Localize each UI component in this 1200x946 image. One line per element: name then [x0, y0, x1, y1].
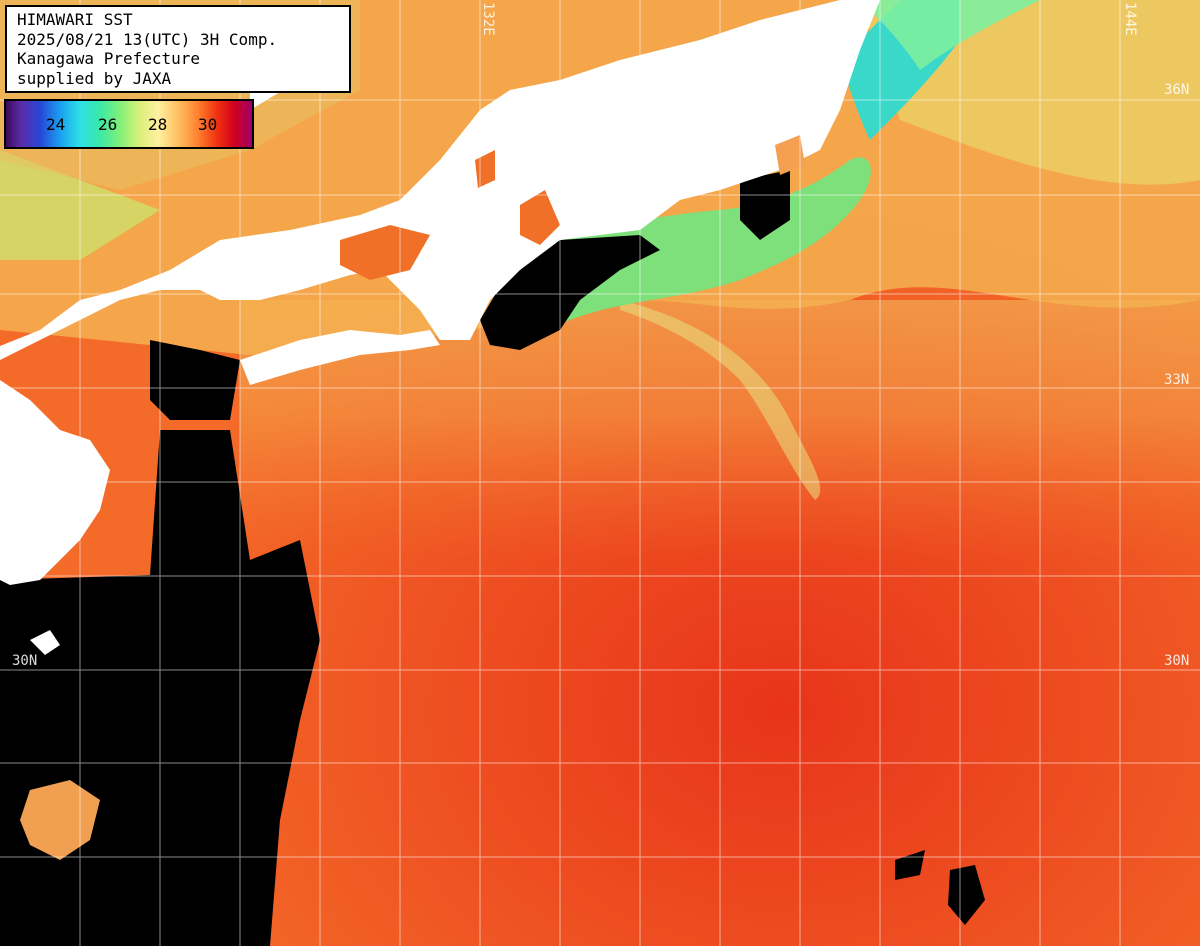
land-honshu — [0, 0, 880, 360]
osaka-bay — [520, 190, 560, 245]
lat-label-30n-east: 30N — [1164, 653, 1190, 669]
no-data-hachijo — [948, 865, 985, 925]
sagami-patch — [775, 135, 805, 175]
coastal-mint-water — [860, 0, 1040, 70]
lon-label-132e: 132E — [480, 2, 496, 36]
legend-tick-26: 26 — [98, 115, 118, 134]
legend-tick-30: 30 — [198, 115, 218, 134]
no-data-channel — [150, 340, 240, 420]
inland-sea-warm — [340, 225, 430, 280]
land-island — [30, 630, 60, 655]
lat-label-30n-west: 30N — [12, 653, 38, 669]
lon-label-144e: 144E — [1122, 2, 1138, 36]
legend-tick-28: 28 — [148, 115, 168, 134]
legend-tick-24: 24 — [46, 115, 66, 134]
temperature-legend: 24 26 28 30 — [4, 99, 254, 149]
lat-label-33n: 33N — [1164, 372, 1190, 388]
data-credit: supplied by JAXA — [17, 68, 172, 88]
timestamp: 2025/08/21 13(UTC) 3H Comp. — [17, 29, 278, 49]
title-box: HIMAWARI SST 2025/08/21 13(UTC) 3H Comp.… — [5, 5, 351, 93]
product-title: HIMAWARI SST — [17, 10, 133, 29]
prefecture-credit: Kanagawa Prefecture — [17, 49, 201, 68]
lat-label-36n: 36N — [1164, 82, 1190, 98]
no-data-ise — [740, 170, 790, 240]
land-shikoku — [240, 330, 440, 385]
